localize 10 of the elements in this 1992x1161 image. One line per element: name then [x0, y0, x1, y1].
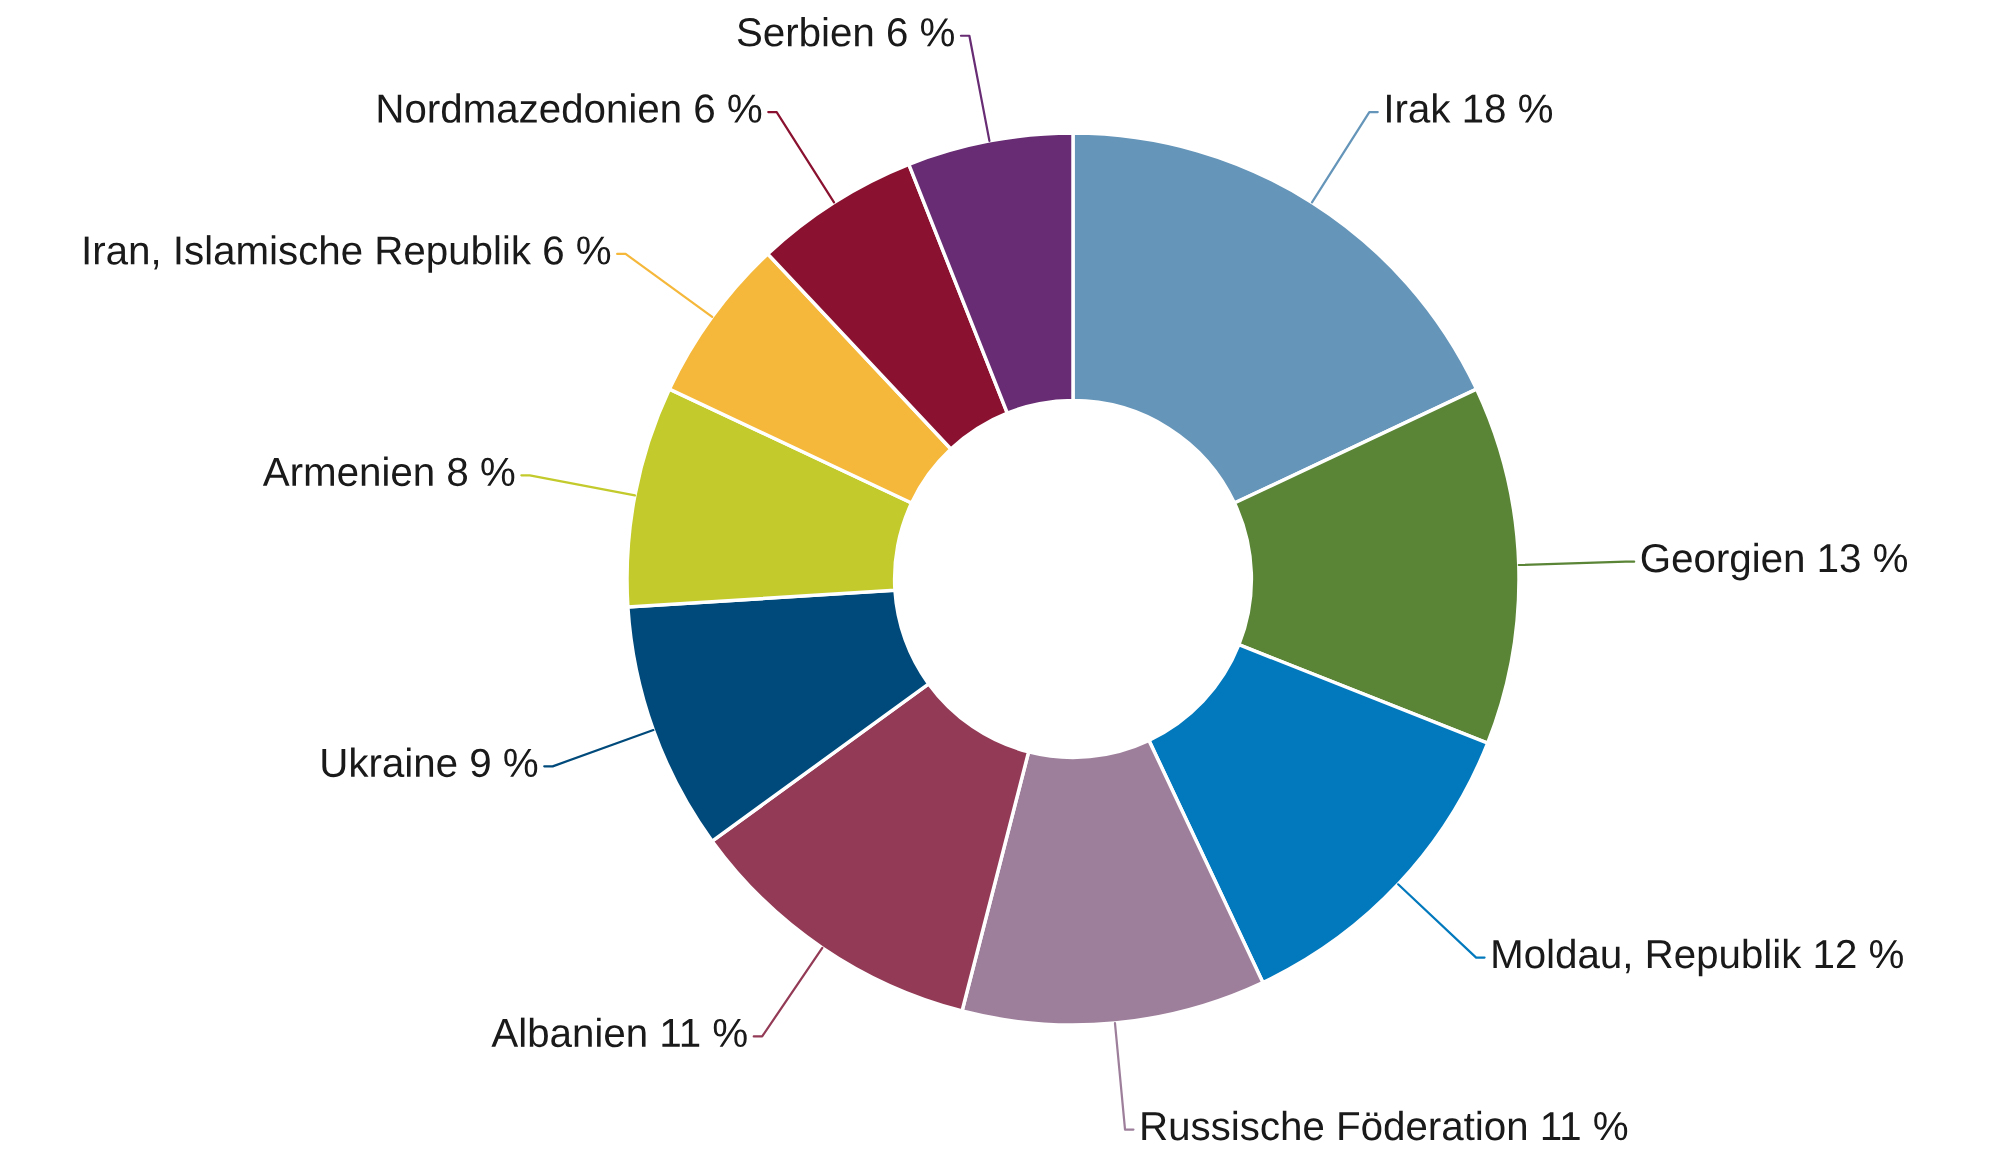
slice-label: Nordmazedonien 6 % — [378, 93, 762, 123]
slice-label: Georgien 13 % — [1641, 542, 1908, 581]
slice-label: Ukraine 9 % — [322, 747, 538, 778]
slice-label: Serbien 6 % — [737, 16, 954, 47]
slice-label: Irak 18 % — [1387, 93, 1553, 123]
slice-label: Albanien 11 % — [491, 1017, 747, 1048]
slice-label: Russische Föderation 11 % — [1142, 1110, 1628, 1141]
slice-label: Moldau, Republik 12 % — [1493, 938, 1903, 977]
slice-label: Iran, Islamische Republik 6 % — [84, 235, 611, 273]
slice-label: Armenien 8 % — [262, 456, 515, 487]
